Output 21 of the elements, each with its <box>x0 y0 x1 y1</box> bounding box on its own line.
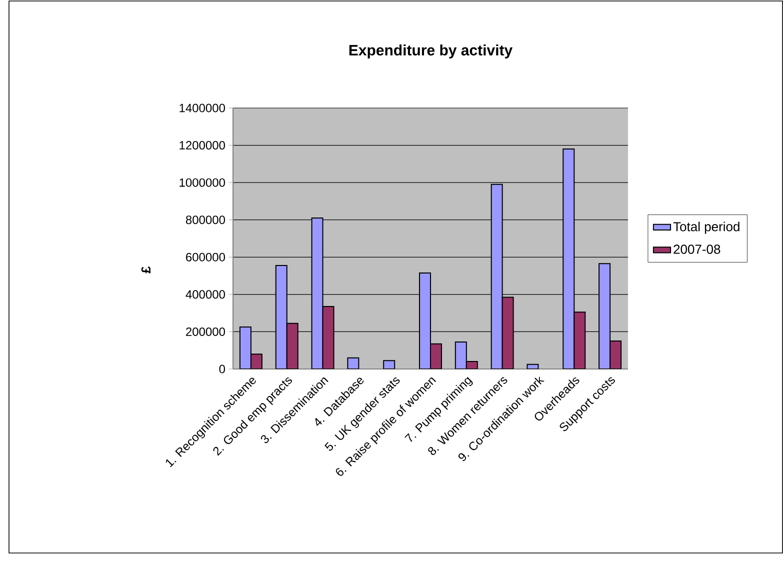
bar <box>311 217 324 369</box>
bar <box>562 148 575 369</box>
y-tick-label: 1400000 <box>180 104 225 112</box>
chart-title: Expenditure by activity <box>349 44 513 58</box>
bar <box>275 265 288 369</box>
legend-label: 2007-08 <box>674 244 720 254</box>
y-tick-label: 0 <box>219 364 226 374</box>
bar <box>490 184 503 369</box>
y-tick-label: 600000 <box>186 252 225 262</box>
y-tick-label: 400000 <box>186 290 225 299</box>
y-tick-label: 1000000 <box>180 178 225 187</box>
bar <box>574 312 586 369</box>
y-tick-label: 200000 <box>186 327 225 336</box>
bar <box>502 296 514 369</box>
y-tick-label: 800000 <box>186 216 225 224</box>
bar <box>419 272 432 369</box>
y-axis-title: £ <box>141 266 150 274</box>
bar <box>322 306 334 369</box>
y-tick-label: 1200000 <box>180 141 225 150</box>
legend-label: Total period <box>673 222 740 234</box>
bar <box>598 263 611 369</box>
